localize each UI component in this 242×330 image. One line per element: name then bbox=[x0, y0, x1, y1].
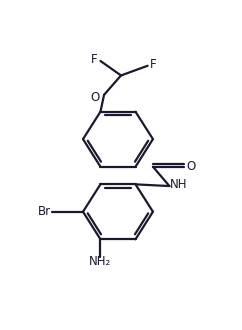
Text: F: F bbox=[91, 53, 98, 66]
Text: Br: Br bbox=[38, 205, 51, 218]
Text: F: F bbox=[150, 58, 157, 71]
Text: NH: NH bbox=[170, 178, 188, 191]
Text: O: O bbox=[186, 160, 195, 173]
Text: NH₂: NH₂ bbox=[89, 255, 112, 268]
Text: O: O bbox=[91, 91, 100, 104]
